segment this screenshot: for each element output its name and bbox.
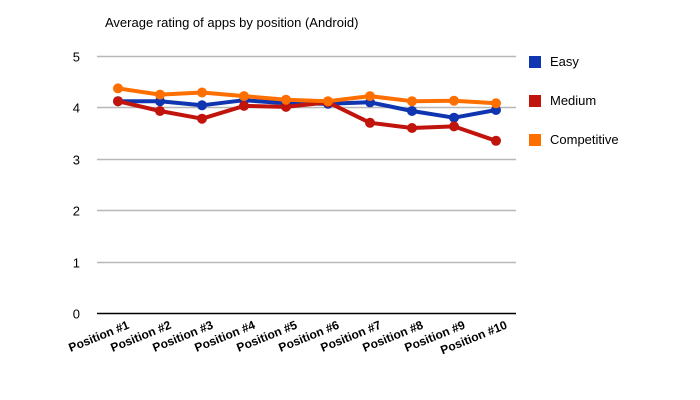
data-point[interactable] [449, 95, 459, 106]
y-tick-label: 0 [73, 307, 80, 322]
data-point[interactable] [407, 106, 417, 116]
data-point[interactable] [113, 83, 123, 94]
y-tick-label: 2 [73, 204, 80, 219]
data-point[interactable] [155, 89, 165, 100]
data-point[interactable] [239, 100, 249, 111]
data-point[interactable] [449, 121, 459, 132]
y-tick-label: 1 [73, 256, 80, 271]
y-tick-label: 4 [73, 101, 80, 116]
legend-swatch-icon [529, 95, 541, 107]
y-tick-label: 5 [73, 50, 80, 65]
legend-label: Competitive [550, 132, 619, 147]
data-point[interactable] [197, 87, 207, 98]
data-point[interactable] [281, 101, 291, 112]
data-point[interactable] [365, 91, 375, 102]
series-medium [113, 96, 501, 146]
legend-label: Easy [550, 54, 579, 69]
data-point[interactable] [113, 96, 123, 107]
data-point[interactable] [491, 135, 501, 146]
data-point[interactable] [365, 117, 375, 128]
legend-label: Medium [550, 93, 597, 108]
y-tick-label: 3 [73, 153, 80, 168]
data-point[interactable] [239, 91, 249, 102]
series-line [117, 99, 497, 143]
data-point[interactable] [155, 106, 165, 116]
legend-swatch-icon [529, 56, 541, 68]
data-point[interactable] [197, 113, 207, 124]
series-competitive [113, 83, 501, 109]
data-point[interactable] [491, 98, 501, 109]
chart-title: Average rating of apps by position (Andr… [105, 15, 359, 30]
data-point[interactable] [407, 123, 417, 133]
data-point[interactable] [281, 94, 291, 105]
series-lines [113, 83, 501, 146]
legend-swatch-icon [529, 134, 541, 146]
gridlines [97, 55, 516, 315]
data-point[interactable] [449, 112, 459, 123]
data-point[interactable] [197, 100, 207, 111]
data-point[interactable] [407, 96, 417, 107]
series-line [117, 86, 497, 106]
data-point[interactable] [323, 96, 333, 107]
y-axis-labels: 0 1 2 3 4 5 [73, 50, 80, 322]
